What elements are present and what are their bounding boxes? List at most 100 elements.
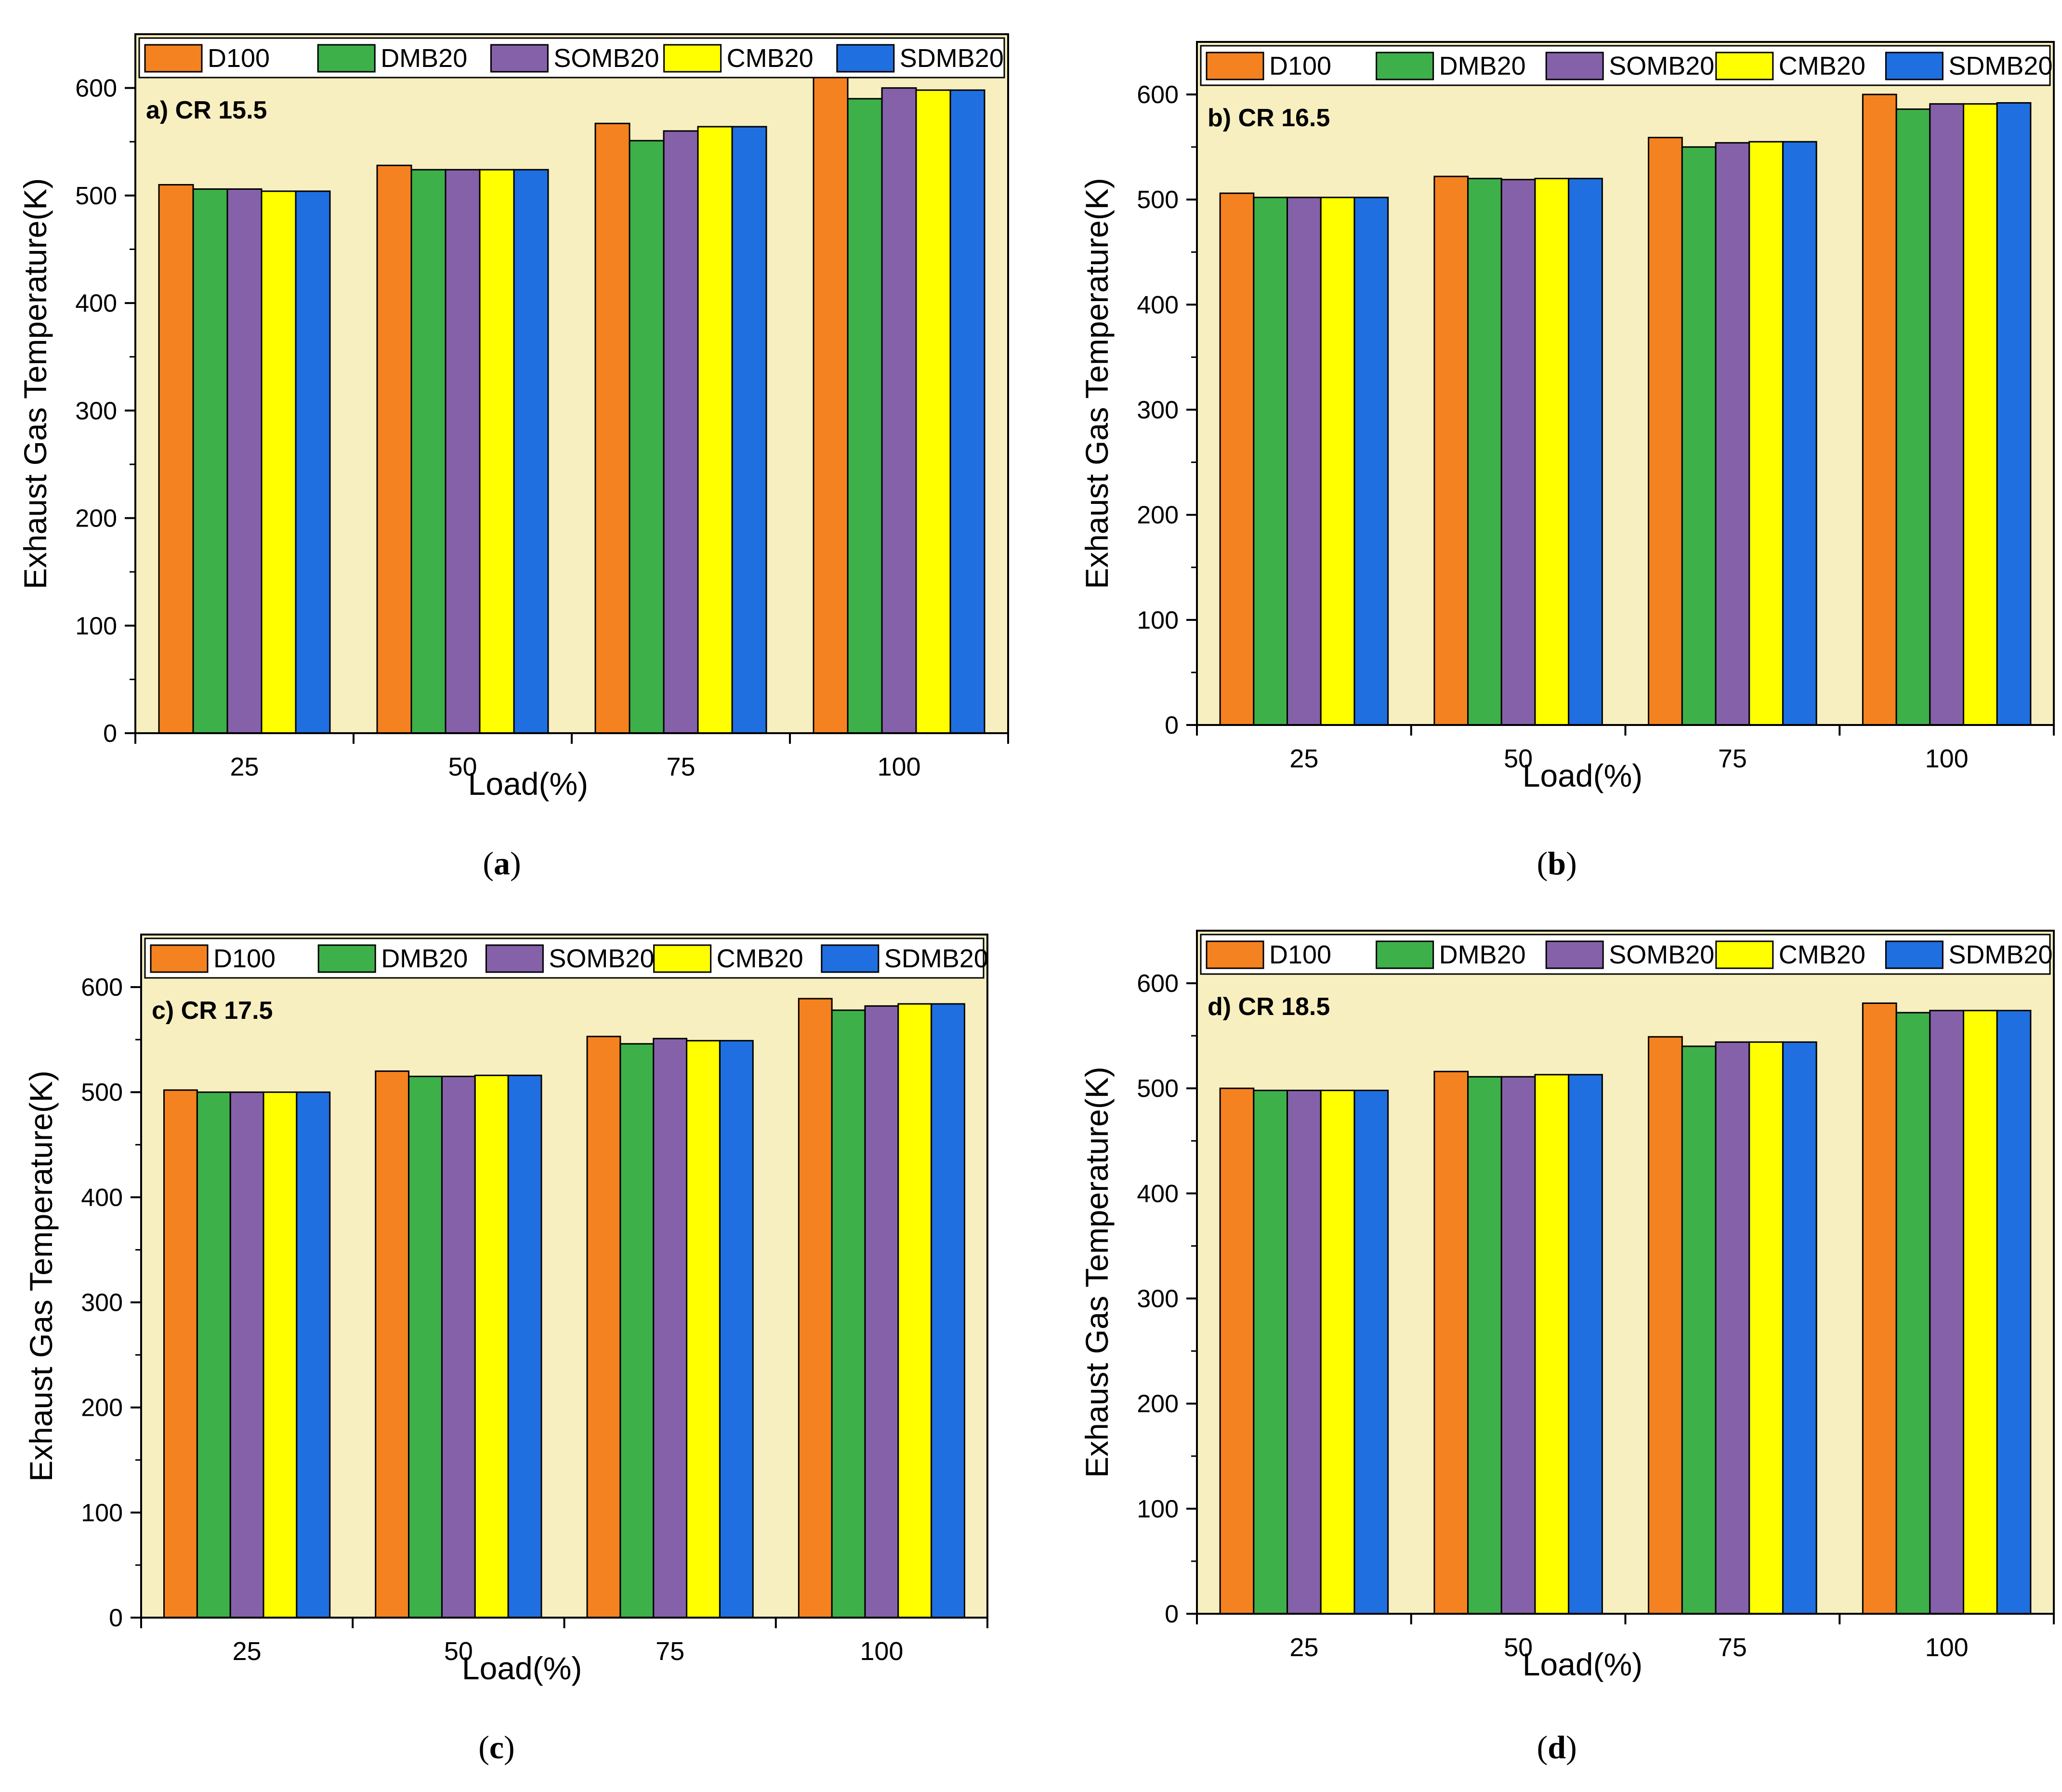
x-tick-label: 75	[656, 1637, 684, 1666]
y-tick-label: 300	[81, 1289, 123, 1317]
bar-somb20-50	[441, 1076, 476, 1619]
legend-swatch-d100	[1206, 52, 1264, 80]
legend-label-dmb20: DMB20	[381, 44, 467, 73]
bar-somb20-25	[1287, 1090, 1322, 1615]
bar-dmb20-75	[1681, 146, 1717, 726]
bar-cmb20-25	[263, 1091, 298, 1619]
legend-label-cmb20: CMB20	[1779, 940, 1865, 969]
panel-title: a) CR 15.5	[146, 96, 267, 124]
bar-somb20-50	[1500, 1076, 1536, 1615]
x-tick-label: 75	[1718, 1633, 1747, 1662]
caption-paren-close: )	[504, 1729, 515, 1766]
panel-title: b) CR 16.5	[1208, 104, 1330, 132]
caption-paren-open: (	[483, 845, 494, 882]
bar-sdmb20-25	[296, 1091, 331, 1619]
bar-somb20-75	[1715, 142, 1750, 726]
y-tick-label: 500	[1137, 1075, 1179, 1103]
bar-sdmb20-25	[295, 190, 331, 734]
bar-d100-100	[1862, 93, 1897, 726]
bar-cmb20-25	[1320, 197, 1355, 726]
legend-swatch-somb20	[485, 944, 544, 973]
y-tick-label: 0	[1165, 712, 1179, 739]
bar-dmb20-100	[1895, 108, 1931, 726]
caption-letter: a	[494, 845, 510, 882]
bar-somb20-75	[653, 1038, 688, 1619]
bar-somb20-100	[1929, 1010, 1964, 1615]
x-tick-label: 25	[233, 1637, 262, 1666]
legend-swatch-dmb20	[1376, 940, 1434, 969]
bar-dmb20-50	[1467, 178, 1502, 726]
bar-cmb20-50	[1534, 178, 1570, 726]
legend-swatch-cmb20	[653, 944, 712, 973]
bar-d100-75	[1648, 137, 1683, 726]
y-tick-label: 600	[75, 75, 117, 103]
panel-caption: (b)	[1537, 845, 1577, 882]
bar-d100-75	[1648, 1036, 1683, 1615]
bar-dmb20-75	[1681, 1045, 1717, 1615]
bar-dmb20-100	[1895, 1012, 1931, 1615]
y-tick-label: 0	[1165, 1600, 1179, 1628]
x-tick-label: 100	[877, 752, 920, 781]
bar-sdmb20-50	[513, 169, 549, 734]
y-tick-label: 100	[1137, 1495, 1179, 1523]
chart-panel-d: 0 100 200 300 400 500 600 25 50 75 100 Load(%) Exhau…	[1079, 930, 2055, 1766]
legend-swatch-d100	[1206, 940, 1264, 969]
y-tick-label: 200	[81, 1394, 123, 1422]
bar-cmb20-100	[1962, 103, 1998, 726]
bar-cmb20-50	[479, 169, 515, 734]
bar-somb20-50	[1500, 179, 1536, 726]
x-tick-label: 25	[1289, 1633, 1318, 1662]
x-tick-label: 50	[1504, 1633, 1533, 1662]
bar-d100-25	[163, 1089, 198, 1619]
bar-somb20-100	[881, 87, 917, 734]
bar-dmb20-25	[1253, 197, 1288, 726]
y-tick-label: 500	[75, 182, 117, 210]
x-tick-label: 100	[860, 1637, 903, 1666]
bar-cmb20-75	[1748, 141, 1784, 726]
bar-sdmb20-100	[931, 1003, 965, 1619]
legend-swatch-cmb20	[663, 44, 722, 73]
y-tick-label: 100	[75, 612, 117, 640]
bar-somb20-100	[864, 1005, 899, 1619]
legend-swatch-cmb20	[1715, 52, 1774, 80]
legend-swatch-dmb20	[317, 44, 376, 73]
bar-dmb20-50	[1467, 1076, 1502, 1615]
bar-cmb20-25	[1320, 1090, 1355, 1615]
y-tick-label: 400	[75, 290, 117, 317]
x-tick-label: 50	[1504, 744, 1533, 773]
bar-somb20-75	[1715, 1041, 1750, 1615]
panel-caption: (c)	[478, 1729, 515, 1766]
x-tick-label: 50	[448, 752, 477, 781]
bar-cmb20-50	[1534, 1074, 1570, 1615]
y-tick-label: 200	[1137, 501, 1179, 529]
y-tick-label: 600	[81, 974, 123, 1001]
legend-swatch-sdmb20	[836, 44, 895, 73]
x-tick-label: 25	[1289, 744, 1318, 773]
legend-label-d100: D100	[208, 44, 270, 73]
bar-cmb20-100	[915, 89, 951, 734]
bar-sdmb20-25	[1353, 1090, 1389, 1615]
y-axis-title: Exhaust Gas Temperature(K)	[23, 1070, 59, 1482]
y-tick-label: 500	[81, 1079, 123, 1107]
y-tick-label: 300	[1137, 396, 1179, 424]
y-tick-label: 0	[103, 720, 117, 748]
x-tick-label: 100	[1925, 1633, 1969, 1662]
panel-title: c) CR 17.5	[152, 997, 273, 1025]
panel-title: d) CR 18.5	[1208, 993, 1330, 1021]
y-tick-label: 200	[1137, 1390, 1179, 1418]
bar-cmb20-75	[686, 1040, 721, 1619]
caption-letter: d	[1548, 1729, 1566, 1766]
bar-cmb20-100	[1962, 1010, 1998, 1615]
legend-swatch-sdmb20	[1885, 940, 1944, 969]
y-axis-title: Exhaust Gas Temperature(K)	[17, 178, 53, 590]
y-tick-label: 600	[1137, 81, 1179, 109]
bar-dmb20-25	[192, 188, 228, 734]
y-tick-label: 400	[1137, 291, 1179, 319]
caption-paren-close: )	[1566, 1729, 1577, 1766]
legend-label-dmb20: DMB20	[381, 944, 468, 973]
x-tick-label: 25	[230, 752, 259, 781]
bar-dmb20-25	[196, 1091, 231, 1619]
chart-panel-b: 0 100 200 300 400 500 600 25 50 75 100 Load(%) Exhau…	[1079, 41, 2055, 882]
y-tick-label: 500	[1137, 186, 1179, 214]
